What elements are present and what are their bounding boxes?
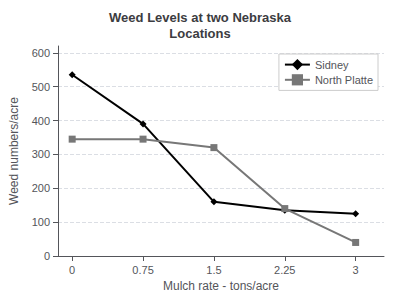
svg-text:North Platte: North Platte — [315, 74, 373, 86]
svg-text:Weed numbers/acre: Weed numbers/acre — [7, 97, 21, 205]
svg-text:300: 300 — [32, 148, 50, 160]
svg-text:600: 600 — [32, 47, 50, 59]
svg-text:Locations: Locations — [169, 26, 230, 41]
svg-text:2.25: 2.25 — [274, 264, 295, 276]
svg-text:0.75: 0.75 — [132, 264, 153, 276]
svg-text:Sidney: Sidney — [315, 59, 349, 71]
svg-text:400: 400 — [32, 115, 50, 127]
svg-text:500: 500 — [32, 81, 50, 93]
svg-text:100: 100 — [32, 216, 50, 228]
svg-text:Mulch rate - tons/acre: Mulch rate - tons/acre — [163, 279, 279, 293]
svg-text:1.5: 1.5 — [206, 264, 221, 276]
svg-text:0: 0 — [69, 264, 75, 276]
svg-text:0: 0 — [44, 250, 50, 262]
svg-text:200: 200 — [32, 182, 50, 194]
svg-text:Weed Levels at two Nebraska: Weed Levels at two Nebraska — [109, 10, 292, 25]
svg-text:3: 3 — [353, 264, 359, 276]
